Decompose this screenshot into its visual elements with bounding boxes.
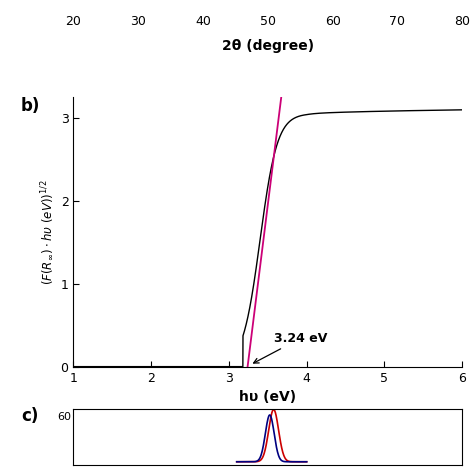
Text: 70: 70: [389, 15, 405, 28]
Text: 3.24 eV: 3.24 eV: [254, 332, 328, 363]
Text: 2θ (degree): 2θ (degree): [222, 39, 314, 53]
Text: 30: 30: [130, 15, 146, 28]
Text: 60: 60: [57, 411, 72, 422]
X-axis label: hυ (eV): hυ (eV): [239, 390, 296, 404]
Text: c): c): [21, 407, 38, 425]
Text: 50: 50: [260, 15, 276, 28]
Text: 40: 40: [195, 15, 211, 28]
Text: 60: 60: [325, 15, 340, 28]
Text: b): b): [21, 97, 40, 115]
Y-axis label: $(F(R_\infty)\cdot h\upsilon\ (eV))^{1/2}$: $(F(R_\infty)\cdot h\upsilon\ (eV))^{1/2…: [40, 179, 56, 284]
Text: 20: 20: [65, 15, 82, 28]
Text: 80: 80: [454, 15, 470, 28]
